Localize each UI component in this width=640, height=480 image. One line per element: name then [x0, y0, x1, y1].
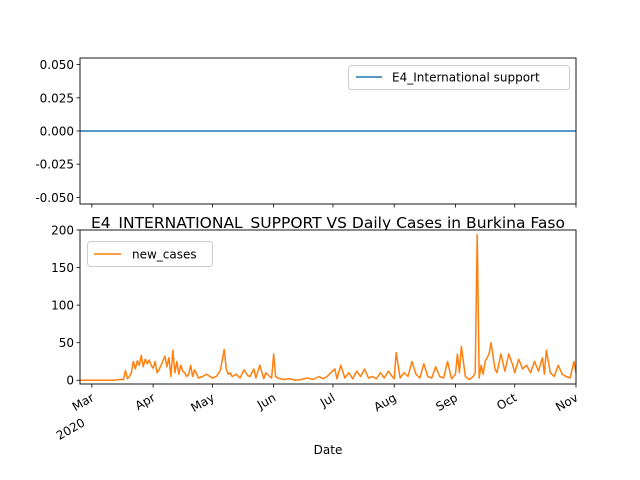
top-axes-frame	[79, 57, 577, 205]
x-tick-year-label: 2020	[54, 415, 87, 442]
top-y-ticks: 0.050 0.025 0.000 -0.025 -0.050	[35, 58, 80, 205]
top-x-ticks	[91, 204, 577, 208]
y-tick-label: 0.050	[40, 58, 74, 72]
bottom-y-ticks: 200 150 100 50 0	[51, 224, 80, 388]
x-tick-label: Sep	[433, 390, 460, 413]
bottom-legend: new_cases	[87, 241, 213, 267]
y-tick-label: -0.050	[35, 191, 74, 205]
y-tick-label: 100	[51, 299, 74, 313]
y-tick-label: 0.025	[40, 91, 74, 105]
bottom-legend-label: new_cases	[132, 248, 197, 262]
bottom-axes-frame	[79, 229, 577, 385]
x-tick-label: Jul	[317, 390, 337, 410]
y-tick-label: 0	[66, 374, 74, 388]
bottom-axes: E4_INTERNATIONAL_SUPPORT VS Daily Cases …	[51, 214, 580, 457]
x-tick-label: Apr	[133, 390, 158, 413]
top-axes: 0.050 0.025 0.000 -0.025 -0.050 E4_Internati…	[35, 57, 577, 208]
bottom-series	[80, 233, 577, 381]
x-tick-label: Aug	[371, 390, 398, 414]
y-tick-label: 0.000	[40, 125, 74, 139]
x-tick-label: Nov	[553, 390, 580, 414]
x-tick-label: May	[188, 390, 216, 415]
y-tick-label: -0.025	[35, 158, 74, 172]
y-tick-label: 200	[51, 224, 74, 238]
x-tick-label: Mar	[70, 390, 97, 413]
top-legend-label: E4_International support	[392, 71, 540, 85]
y-tick-label: 150	[51, 261, 74, 275]
y-tick-label: 50	[59, 336, 74, 350]
top-legend: E4_International support	[348, 65, 570, 90]
bottom-chart-title: E4_INTERNATIONAL_SUPPORT VS Daily Cases …	[91, 214, 565, 233]
x-tick-label: Jun	[254, 390, 278, 412]
series-line-new-cases	[80, 233, 577, 381]
x-axis-label: Date	[314, 443, 343, 457]
x-tick-label: Oct	[494, 390, 519, 413]
